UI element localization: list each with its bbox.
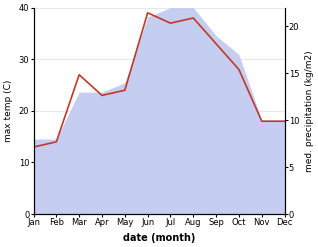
Y-axis label: max temp (C): max temp (C) bbox=[4, 80, 13, 142]
X-axis label: date (month): date (month) bbox=[123, 233, 195, 243]
Y-axis label: med. precipitation (kg/m2): med. precipitation (kg/m2) bbox=[305, 50, 314, 172]
